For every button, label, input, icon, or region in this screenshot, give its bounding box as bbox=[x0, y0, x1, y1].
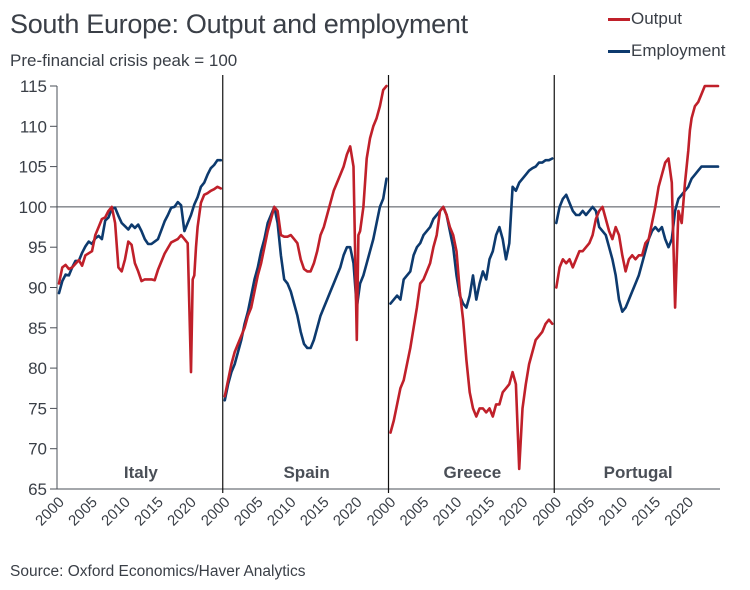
x-tick-label: 2020 bbox=[330, 494, 366, 530]
x-tick-label: 2015 bbox=[463, 494, 499, 530]
panel-label-greece: Greece bbox=[444, 463, 502, 482]
source-note: Source: Oxford Economics/Haver Analytics bbox=[10, 563, 306, 580]
series-output-portugal bbox=[554, 84, 720, 309]
legend-label-employment: Employment bbox=[631, 41, 726, 60]
panel-label-spain: Spain bbox=[283, 463, 329, 482]
y-tick-label: 85 bbox=[28, 319, 47, 338]
legend-item-employment: Employment bbox=[608, 41, 725, 61]
series-employment-greece bbox=[389, 157, 554, 309]
x-tick-label: 2000 bbox=[364, 494, 400, 530]
x-tick-label: 2020 bbox=[496, 494, 532, 530]
x-tick-label: 2005 bbox=[562, 494, 598, 530]
y-tick-label: 95 bbox=[28, 238, 47, 257]
y-tick-label: 110 bbox=[20, 117, 47, 136]
x-tick-label: 2010 bbox=[430, 494, 466, 530]
legend-swatch-employment bbox=[608, 49, 630, 53]
panel-label-portugal: Portugal bbox=[604, 463, 673, 482]
legend-swatch-output bbox=[608, 17, 630, 21]
y-tick-label: 100 bbox=[19, 198, 47, 217]
x-tick-label: 2000 bbox=[198, 494, 234, 530]
y-tick-label: 65 bbox=[28, 480, 47, 499]
y-tick-label: 75 bbox=[28, 399, 47, 418]
y-tick-label: 115 bbox=[20, 77, 47, 96]
series-employment-portugal bbox=[554, 165, 720, 314]
series-output-greece bbox=[389, 205, 554, 471]
chart-title: South Europe: Output and employment bbox=[10, 9, 468, 39]
x-tick-label: 2010 bbox=[98, 494, 134, 530]
y-tick-label: 70 bbox=[28, 440, 47, 459]
legend-item-output: Output bbox=[608, 9, 682, 29]
x-tick-label: 2000 bbox=[529, 494, 565, 530]
series-output-spain bbox=[223, 84, 388, 398]
x-tick-label: 2015 bbox=[297, 494, 333, 530]
chart-subtitle: Pre-financial crisis peak = 100 bbox=[10, 51, 238, 70]
y-tick-label: 90 bbox=[28, 279, 47, 298]
x-tick-label: 2005 bbox=[397, 494, 433, 530]
series-employment-spain bbox=[223, 177, 388, 402]
y-tick-label: 105 bbox=[19, 158, 47, 177]
x-tick-label: 2020 bbox=[164, 494, 200, 530]
x-tick-label: 2000 bbox=[32, 494, 68, 530]
x-tick-label: 2010 bbox=[264, 494, 300, 530]
legend-label-output: Output bbox=[631, 9, 683, 28]
series-employment-italy bbox=[57, 158, 223, 295]
x-tick-label: 2005 bbox=[65, 494, 101, 530]
x-tick-label: 2005 bbox=[231, 494, 267, 530]
x-tick-label: 2015 bbox=[628, 494, 664, 530]
series-output-italy bbox=[57, 185, 223, 374]
x-tick-label: 2015 bbox=[131, 494, 167, 530]
x-tick-label: 2020 bbox=[661, 494, 697, 530]
x-tick-label: 2010 bbox=[595, 494, 631, 530]
y-tick-label: 80 bbox=[28, 359, 47, 378]
panel-label-italy: Italy bbox=[124, 463, 159, 482]
